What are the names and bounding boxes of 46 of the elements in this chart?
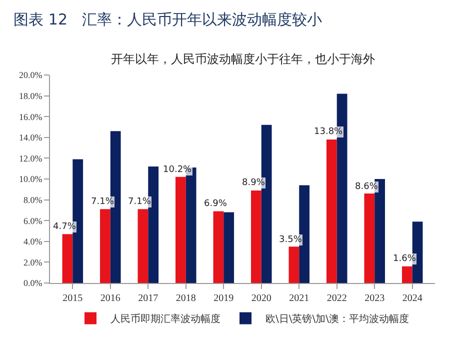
y-tick-label: 10.0% (18, 174, 43, 184)
data-label: 3.5% (279, 235, 302, 245)
x-tick-label: 2020 (251, 293, 272, 304)
bar (250, 190, 262, 283)
bar (213, 211, 224, 283)
y-tick-label: 6.0% (23, 216, 43, 226)
bar (62, 234, 73, 283)
y-tick-label: 14.0% (18, 132, 43, 143)
data-label: 1.6% (393, 254, 416, 264)
data-label: 4.7% (53, 222, 76, 232)
legend-label: 欧\日\英镑\加\澳：平均波动幅度 (266, 313, 409, 326)
bar (100, 209, 110, 283)
y-tick-label: 12.0% (18, 153, 43, 164)
x-tick-label: 2021 (289, 293, 310, 304)
bar (224, 212, 234, 283)
y-tick-label: 8.0% (23, 194, 43, 205)
chart-subtitle: 开年以年，人民币波动幅度小于往年，也小于海外 (111, 52, 375, 66)
y-tick-label: 16.0% (18, 112, 43, 122)
chart-title: 图表 12 汇率：人民币开年以来波动幅度较小 (14, 10, 322, 28)
data-label: 10.2% (163, 165, 192, 175)
data-label: 7.1% (91, 197, 114, 207)
y-tick-label: 20.0% (18, 70, 43, 80)
legend-label: 人民币即期汇率波动幅度 (110, 313, 220, 326)
data-label: 6.9% (204, 199, 228, 209)
data-label: 8.6% (355, 182, 378, 192)
bar (176, 176, 186, 283)
bar (364, 194, 375, 283)
bar (326, 139, 337, 283)
bar (288, 246, 300, 283)
x-tick-label: 2022 (326, 293, 347, 304)
x-tick-label: 2024 (402, 293, 422, 304)
x-tick-label: 2016 (100, 293, 120, 304)
x-tick-label: 2017 (138, 293, 158, 304)
y-tick-label: 0.0% (23, 278, 43, 288)
x-tick-label: 2018 (176, 293, 196, 304)
y-tick-label: 18.0% (18, 90, 43, 101)
data-label: 7.1% (128, 197, 152, 207)
bar (138, 209, 148, 283)
x-tick-label: 2019 (214, 293, 234, 304)
data-label: 13.8% (314, 127, 344, 137)
y-tick-label: 2.0% (23, 257, 43, 268)
x-tick-label: 2023 (364, 293, 385, 304)
x-tick-label: 2015 (62, 293, 83, 304)
y-tick-label: 4.0% (23, 236, 43, 247)
data-label: 8.9% (242, 178, 266, 188)
bar (402, 266, 412, 283)
